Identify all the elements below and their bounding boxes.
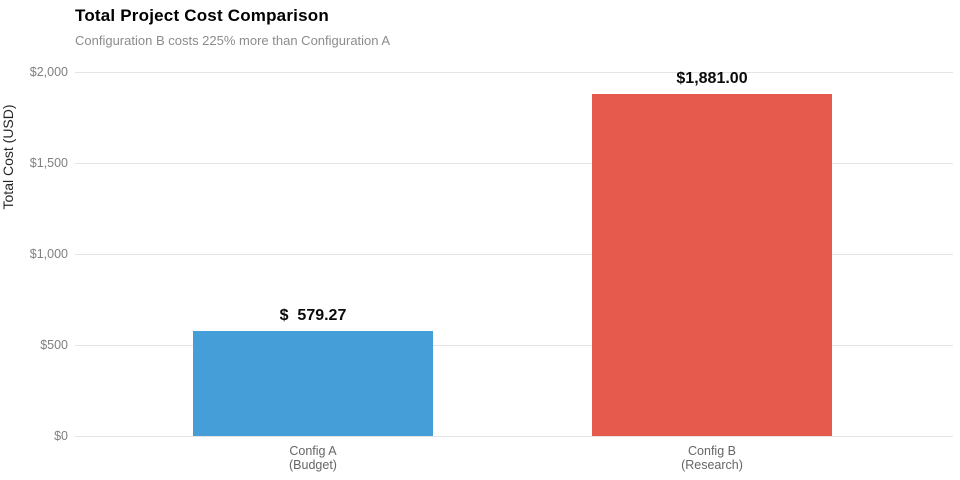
y-tick-label: $1,500 [29,156,68,170]
bar-config-a [193,330,433,436]
y-tick-label: $1,000 [29,247,68,261]
x-category-line: Config A [289,444,337,458]
x-category-label: Config A (Budget) [193,444,433,472]
x-category-line: Config B [688,444,736,458]
y-tick-label: $0 [54,429,68,443]
bar-config-b [592,93,832,436]
gridline-0 [75,435,953,437]
plot-area: $ 579.27 Config A (Budget) $1,881.00 Config … [75,69,953,472]
bar-value-label: $ 579.27 [279,306,347,324]
gridline-2000 [75,71,953,73]
bar-value-label: $1,881.00 [676,69,748,87]
chart-title: Total Project Cost Comparison [75,6,329,25]
x-category-label: Config B (Research) [592,444,832,472]
x-category-line: (Research) [681,458,743,472]
y-tick-label: $500 [40,338,68,352]
x-category-line: (Budget) [289,458,337,472]
chart-subtitle: Configuration B costs 225% more than Con… [75,33,391,48]
gridline-1500 [75,162,953,164]
gridline-500 [75,344,953,346]
y-tick-label: $2,000 [29,65,68,79]
gridline-1000 [75,253,953,255]
